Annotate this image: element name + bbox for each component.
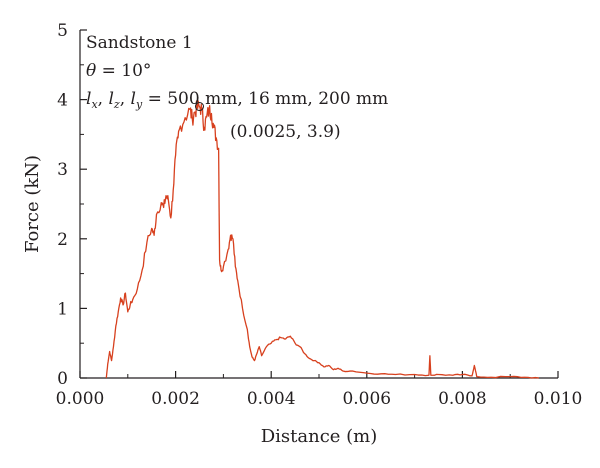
x-tick-label: 0.006 bbox=[342, 389, 391, 409]
sample-label: Sandstone 1 bbox=[86, 33, 193, 53]
peak-marker bbox=[195, 102, 204, 112]
x-tick-label: 0.008 bbox=[438, 389, 487, 409]
y-tick-label: 5 bbox=[57, 21, 68, 41]
peak-label: (0.0025, 3.9) bbox=[230, 122, 341, 142]
dimensions-label: lx, lz, ly = 500 mm, 16 mm, 200 mm bbox=[86, 89, 388, 111]
y-axis-label: Force (kN) bbox=[22, 155, 43, 253]
x-tick-label: 0.000 bbox=[56, 389, 105, 409]
y-tick-labels: 0 1 2 3 4 5 bbox=[57, 21, 68, 389]
x-tick-label: 0.010 bbox=[534, 389, 583, 409]
y-tick-label: 0 bbox=[57, 369, 68, 389]
y-tick-label: 2 bbox=[57, 230, 68, 250]
y-tick-label: 1 bbox=[57, 299, 68, 319]
x-axis-label: Distance (m) bbox=[261, 426, 378, 447]
force-series-line bbox=[105, 100, 539, 379]
x-tick-labels: 0.000 0.002 0.004 0.006 0.008 0.010 bbox=[56, 389, 583, 409]
y-tick-label: 3 bbox=[57, 160, 68, 180]
theta-label: θ = 10° bbox=[86, 61, 151, 81]
axis-ticks bbox=[79, 29, 559, 379]
x-tick-label: 0.002 bbox=[151, 389, 200, 409]
x-tick-label: 0.004 bbox=[247, 389, 296, 409]
y-tick-label: 4 bbox=[57, 91, 68, 111]
